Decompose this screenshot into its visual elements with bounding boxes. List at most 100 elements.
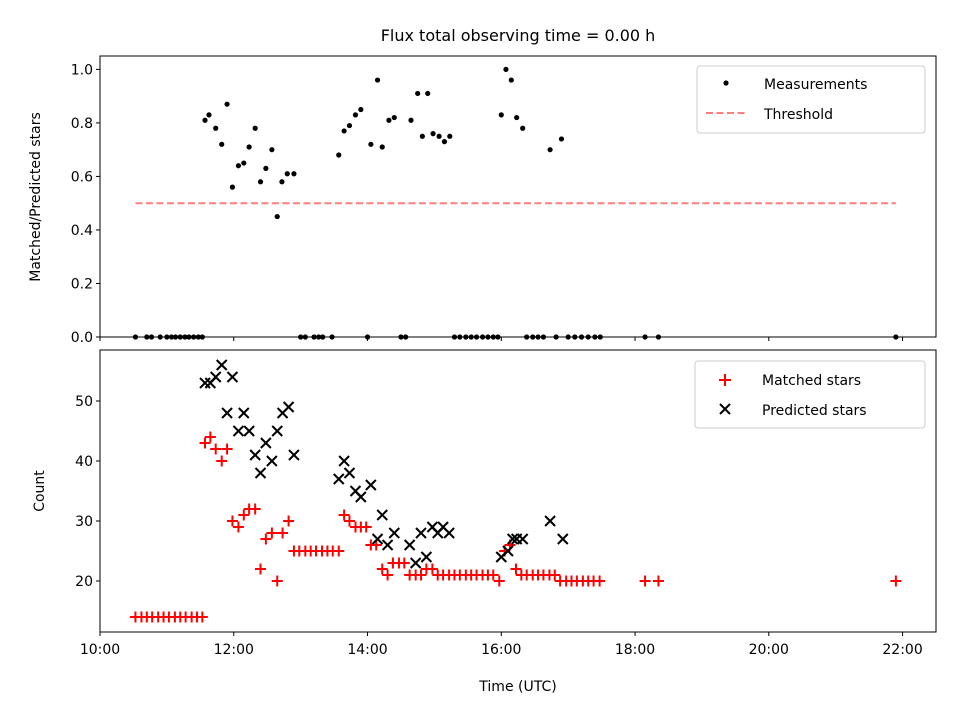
predicted-star-point [221,407,233,419]
matched-star-point [216,455,228,467]
predicted-star-point [376,509,388,521]
x-tick-label: 12:00 [214,642,254,658]
measurement-point [398,334,404,340]
matched-star-point [204,431,216,443]
matched-star-point [260,533,272,545]
measurement-point [473,334,480,340]
predicted-star-point [288,449,300,461]
predicted-star-point [343,467,356,479]
measurement-point [479,334,486,340]
top-y-ticks: 0.0 0.2 0.4 0.6 0.8 1.0 [71,62,100,346]
matched-star-point [398,557,410,569]
predicted-star-point [338,455,350,467]
predicted-legend-marker [719,403,731,415]
bottom-y-tick-label: 50 [75,394,93,410]
bottom-y-axis-label: Count [32,470,48,512]
matched-star-point [426,563,438,575]
matched-star-point [199,437,211,449]
predicted-star-point [403,539,416,551]
x-tick-label: 16:00 [481,642,521,658]
measurement-point [436,133,442,139]
x-tick-label: 10:00 [80,642,120,658]
predicted-star-point [371,533,384,545]
matched-star-point [196,611,208,623]
measurement-point [168,334,175,340]
measurement-point [441,139,448,145]
predicted-star-point [333,473,345,485]
figure-title: Flux total observing time = 0.00 h [381,26,656,45]
measurement-point [893,334,899,340]
measurement-point [346,122,353,129]
x-tick-label: 20:00 [749,642,789,658]
x-tick-label: 14:00 [347,642,387,658]
measurement-point [235,163,242,169]
predicted-star-point [243,425,255,437]
measurements-legend-label: Measurements [764,77,867,93]
measurement-point [419,133,425,139]
measurement-point [495,334,501,340]
bottom-y-tick-label: 40 [75,454,93,470]
measurement-point [336,152,342,158]
matched-star-point [415,569,427,581]
measurement-point [358,106,364,113]
matched-star-point [277,527,289,539]
predicted-star-point [216,359,228,371]
measurement-point [229,184,236,190]
matched-star-point [232,521,244,533]
matched-star-point [382,569,394,581]
measurement-point [585,334,591,340]
measurement-point [565,334,571,340]
measurement-point [558,136,565,142]
measurement-point [329,334,335,340]
measurement-point [219,141,225,147]
predicted-star-point [365,479,377,491]
matched-star-point [493,575,505,587]
measurement-point [386,117,392,123]
measurement-point [320,334,326,340]
matched-star-point [210,443,222,455]
top-axes-frame [99,55,937,338]
matched-star-point [549,569,561,581]
matched-legend-marker [719,374,731,386]
measurement-point [468,334,474,340]
predicted-star-point [238,407,250,419]
measurement-point [182,334,188,340]
measurement-point [547,147,553,153]
predicted-star-point [409,557,422,569]
top-axes: 0.0 0.2 0.4 0.6 0.8 1.0 Matched/Predicted sta… [28,55,937,346]
predicted-star-point [209,371,222,383]
matched-star-point [266,527,278,539]
predicted-star-point [355,491,367,503]
measurement-point [257,179,264,185]
measurement-point [224,101,230,107]
measurement-point [530,334,536,340]
top-y-tick-label: 0.4 [71,223,93,239]
measurement-point [316,334,322,340]
matched-star-point [271,575,283,587]
predicted-star-point [381,539,394,551]
measurement-point [341,128,347,134]
top-legend-box [696,65,926,134]
measurement-point [252,125,258,131]
matched-star-point [226,515,238,527]
predicted-star-point [506,533,519,545]
measurement-point [199,334,205,340]
measurement-point [206,112,212,118]
matched-legend-label: Matched stars [762,373,861,389]
measurement-point [520,125,526,131]
matched-star-point [360,521,372,533]
top-y-tick-label: 1.0 [71,62,93,78]
measurement-point [572,334,578,340]
measurement-point [457,334,463,340]
bottom-legend: Matched stars Predicted stars [694,360,926,429]
bottom-y-tick-label: 20 [75,574,93,590]
matched-star-point [249,503,261,515]
x-tick-label: 22:00 [882,642,922,658]
matched-star-point [238,509,250,521]
measurement-point [302,334,308,340]
top-y-axis-label: Matched/Predicted stars [28,112,44,282]
measurement-point [485,334,491,340]
predicted-star-point [249,449,261,461]
bottom-axes-frame [99,349,937,633]
predicted-star-point [254,467,267,479]
